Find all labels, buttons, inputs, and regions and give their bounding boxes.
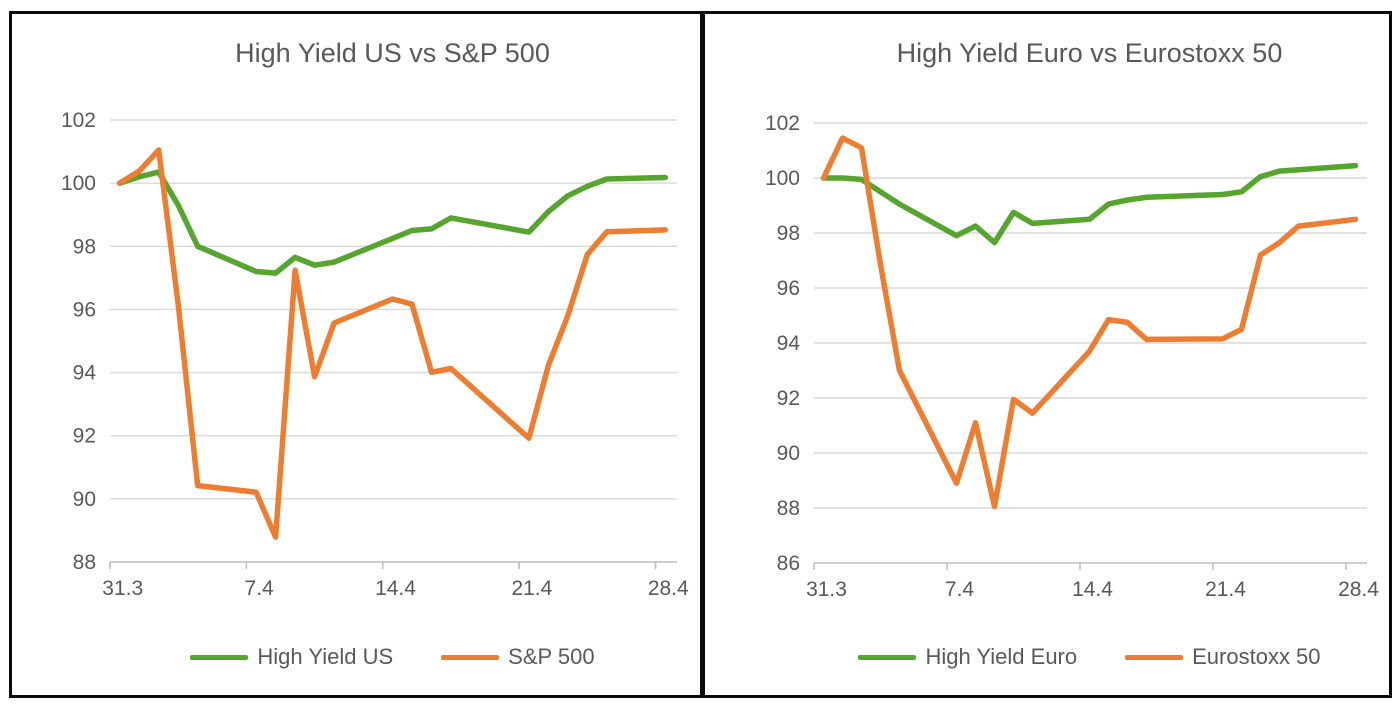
legend-item-high-yield-us: High Yield US [190, 642, 393, 672]
right-chart-legend: High Yield Euro Eurostoxx 50 [814, 641, 1365, 673]
y-axis-label: 90 [73, 488, 96, 511]
legend-item-high-yield-euro: High Yield Euro [858, 642, 1077, 672]
left-chart-title: High Yield US vs S&P 500 [235, 38, 550, 68]
y-axis-label: 100 [765, 167, 800, 190]
legend-swatch-high-yield-us [190, 654, 249, 660]
x-axis-label: 7.4 [245, 577, 275, 600]
series-line-s-p-500 [116, 147, 669, 540]
x-axis-label: 21.4 [1205, 578, 1246, 601]
series-line-high-yield-euro [820, 162, 1359, 246]
x-axis-label: 31.3 [806, 578, 847, 601]
legend-item-s-p-500: S&P 500 [441, 642, 595, 672]
x-axis-label: 14.4 [375, 577, 416, 600]
right-chart-title: High Yield Euro vs Eurostoxx 50 [896, 38, 1283, 68]
x-axis-label: 28.4 [1338, 578, 1379, 601]
x-axis-label: 21.4 [511, 577, 552, 600]
y-axis-label: 96 [777, 277, 800, 300]
y-axis-label: 94 [73, 362, 97, 385]
legend-label-high-yield-us: High Yield US [257, 644, 394, 669]
x-axis-label: 28.4 [648, 577, 689, 600]
y-axis-label: 100 [61, 172, 96, 195]
x-axis-label: 14.4 [1072, 578, 1113, 601]
y-axis-label: 98 [73, 235, 96, 258]
left-chart-legend: High Yield US S&P 500 [110, 641, 675, 673]
legend-swatch-high-yield-euro [858, 654, 917, 660]
legend-label-eurostoxx-50: Eurostoxx 50 [1192, 644, 1321, 669]
legend-swatch-eurostoxx-50 [1125, 654, 1184, 660]
y-axis-label: 96 [73, 298, 96, 321]
series-line-eurostoxx-50 [820, 135, 1359, 510]
y-axis-label: 88 [777, 497, 800, 520]
legend-label-high-yield-euro: High Yield Euro [925, 644, 1078, 669]
x-axis-label: 7.4 [945, 578, 975, 601]
y-axis-label: 102 [61, 109, 96, 132]
panel-divider [700, 11, 705, 698]
y-axis-label: 102 [765, 112, 800, 135]
y-axis-label: 90 [777, 442, 800, 465]
x-axis-label: 31.3 [102, 577, 143, 600]
y-axis-label: 88 [73, 551, 96, 574]
legend-swatch-s-p-500 [441, 654, 500, 660]
y-axis-label: 86 [777, 552, 800, 575]
y-axis-label: 92 [777, 387, 800, 410]
series-line-high-yield-us [116, 169, 669, 276]
y-axis-label: 92 [73, 425, 96, 448]
legend-label-s-p-500: S&P 500 [508, 644, 595, 669]
y-axis-label: 94 [777, 332, 801, 355]
y-axis-label: 98 [777, 222, 800, 245]
legend-item-eurostoxx-50: Eurostoxx 50 [1125, 642, 1321, 672]
